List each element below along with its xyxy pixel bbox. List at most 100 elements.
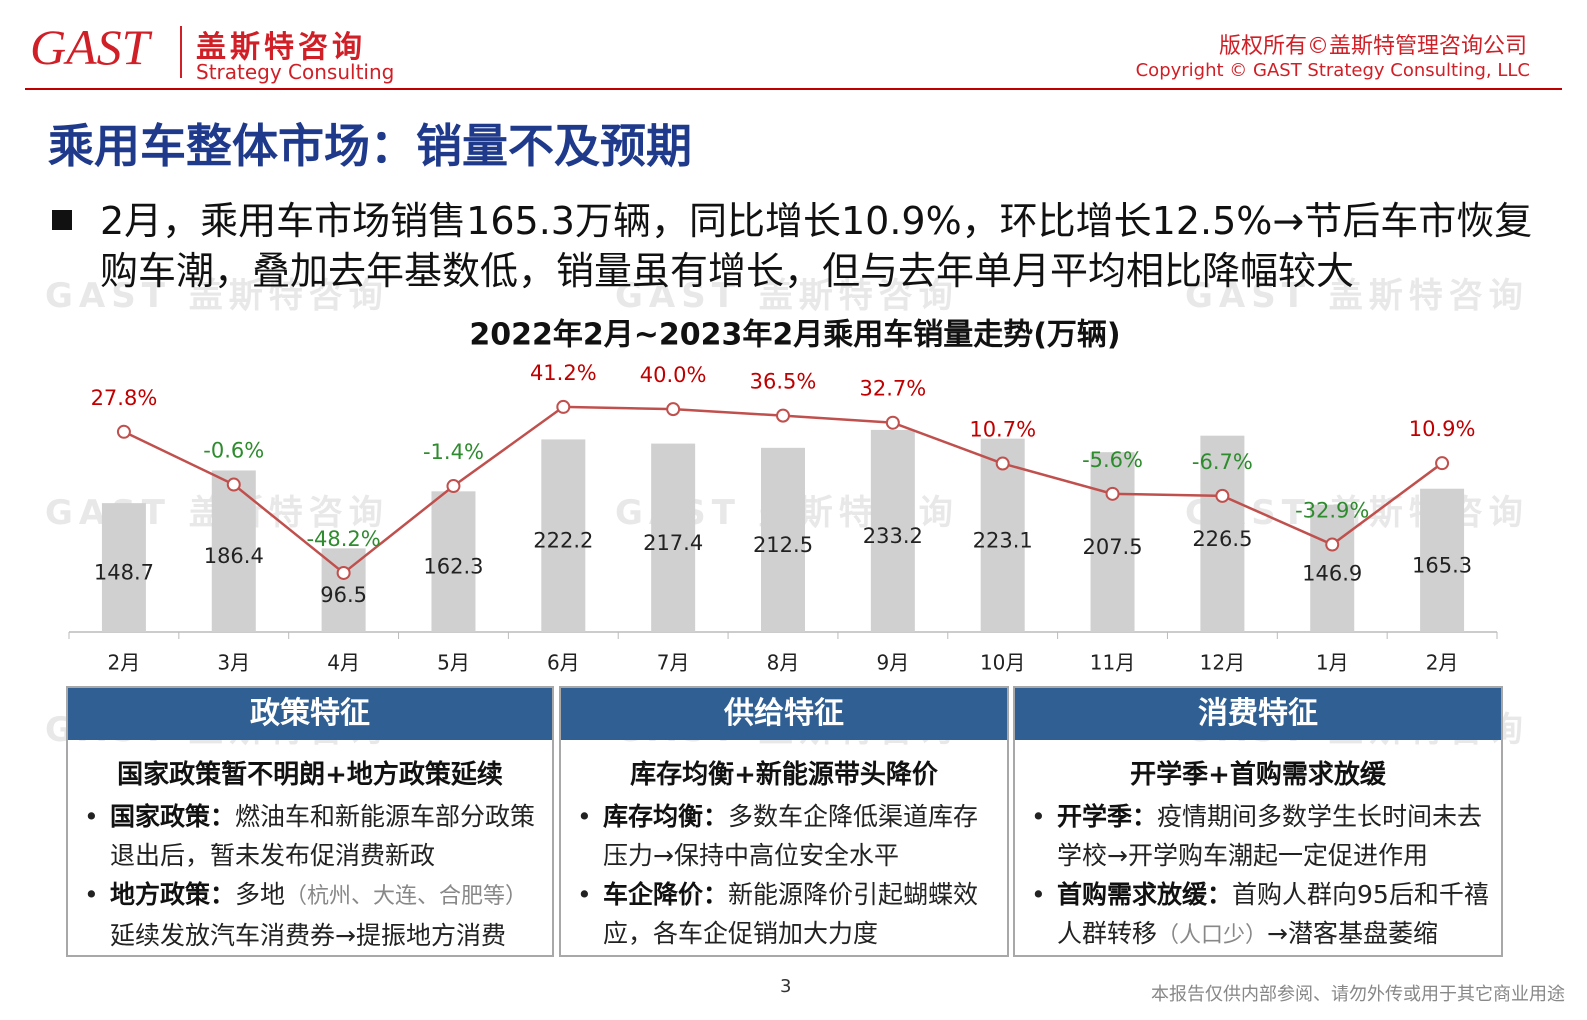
bar: [101, 503, 146, 632]
bar: [1310, 504, 1355, 632]
watermark: GAST 盖斯特咨询: [615, 276, 959, 316]
line-marker: [1435, 456, 1450, 471]
line-marker: [336, 565, 351, 580]
bar: [1090, 452, 1135, 632]
item-text: →潜客基盘萎缩: [1267, 919, 1438, 948]
line-value-label: -32.9%: [1295, 499, 1369, 523]
panel-title: 供给特征: [561, 688, 1007, 740]
line-value-label: -5.6%: [1082, 448, 1143, 472]
panel-subtitle: 库存均衡+新能源带头降价: [630, 760, 938, 790]
bar-value-label: 148.7: [94, 561, 154, 585]
line-marker: [885, 415, 900, 430]
item-text: 疫情期间多数学生长时间未去学校→开学购车潮起一定促进作用: [1057, 802, 1483, 870]
bar: [870, 429, 915, 632]
line-value-label: 10.9%: [1409, 417, 1476, 441]
panel-list: 开学季：疫情期间多数学生长时间未去学校→开学购车潮起一定促进作用 首购需求放缓：…: [1015, 797, 1501, 955]
item-label: 开学季：: [1057, 802, 1158, 831]
line-marker: [776, 408, 790, 423]
logo: GAST: [30, 19, 150, 75]
disclaimer: 本报告仅供内部参阅、请勿外传或用于其它商业用途: [1151, 984, 1565, 1005]
x-tick-label: 2月: [1426, 651, 1459, 675]
brand-cn: 盖斯特咨询: [196, 30, 366, 65]
panel-item: 首购需求放缓：首购人群向95后和千禧人群转移（人口少）→潜客基盘萎缩: [1031, 875, 1491, 955]
line-marker: [995, 456, 1010, 471]
line-value-label: -48.2%: [306, 527, 380, 551]
line-value-label: 41.2%: [530, 361, 597, 385]
panel: 供给特征 库存均衡+新能源带头降价 库存均衡：多数车企降低渠道库存压力→保持中高…: [559, 686, 1009, 957]
panel-list: 国家政策：燃油车和新能源车部分政策退出后，暂未发布促消费新政 地方政策：多地（杭…: [68, 797, 552, 955]
bullet-marker: [52, 210, 72, 230]
panel: 消费特征 开学季+首购需求放缓 开学季：疫情期间多数学生长时间未去学校→开学购车…: [1013, 686, 1503, 957]
line-marker: [116, 424, 131, 439]
item-text: 多数车企降低渠道库存压力→保持中高位安全水平: [603, 802, 979, 870]
item-note: （人口少）: [1157, 923, 1268, 948]
item-label: 国家政策：: [110, 802, 236, 831]
line-value-label: -6.7%: [1192, 450, 1253, 474]
item-text: 新能源降价引起蝴蝶效应，各车企促销加大力度: [603, 880, 979, 948]
panel-list: 库存均衡：多数车企降低渠道库存压力→保持中高位安全水平 车企降价：新能源降价引起…: [561, 797, 1007, 953]
panel-title: 政策特征: [68, 688, 552, 740]
line-marker: [1215, 488, 1230, 503]
bar-value-label: 96.5: [320, 583, 367, 607]
header-rule: [25, 88, 1562, 90]
separator: [180, 26, 182, 78]
watermark: GAST 盖斯特咨询: [45, 276, 389, 316]
line-value-label: -0.6%: [203, 439, 264, 463]
chart: 2022年2月~2023年2月乘用车销量走势(万辆) 2月 3月 4月 5月 6月 7月 8…: [68, 318, 1498, 675]
line-marker: [446, 479, 461, 494]
bar-value-label: 226.5: [1192, 527, 1252, 551]
bar: [761, 447, 805, 632]
x-tick-label: 8月: [767, 651, 800, 675]
panel-title: 消费特征: [1015, 688, 1501, 740]
line-marker: [556, 399, 571, 414]
bar-value-label: 165.3: [1412, 553, 1472, 577]
x-tick-label: 2月: [108, 651, 141, 675]
line-marker: [226, 477, 241, 492]
page-number: 3: [780, 976, 792, 997]
panel-item: 开学季：疫情期间多数学生长时间未去学校→开学购车潮起一定促进作用: [1031, 797, 1491, 875]
item-note: （杭州、大连、合肥等）: [285, 884, 528, 909]
panel-item: 地方政策：多地（杭州、大连、合肥等） 延续发放汽车消费券→提振地方消费: [84, 875, 542, 955]
item-label: 库存均衡：: [603, 802, 729, 831]
x-tick-label: 9月: [876, 651, 909, 675]
line-value-label: 10.7%: [969, 418, 1036, 442]
slide-title: 乘用车整体市场：销量不及预期: [48, 119, 692, 173]
bar: [431, 491, 476, 632]
item-text: 多地: [235, 880, 286, 909]
x-tick-label: 5月: [437, 651, 470, 675]
x-tick-label: 11月: [1090, 651, 1135, 675]
line-value-label: 32.7%: [859, 377, 926, 401]
bar: [1420, 488, 1465, 632]
panel: 政策特征 国家政策暂不明朗+地方政策延续 国家政策：燃油车和新能源车部分政策退出…: [66, 686, 554, 957]
copyright-en: Copyright © GAST Strategy Consulting, LL…: [1135, 60, 1530, 81]
x-tick-label: 1月: [1316, 651, 1349, 675]
watermark: GAST 盖斯特咨询: [1185, 276, 1529, 316]
copyright-cn: 版权所有©盖斯特管理咨询公司: [1218, 34, 1527, 59]
bar-value-label: 162.3: [423, 555, 483, 579]
bar: [541, 439, 586, 632]
line-marker: [1325, 537, 1340, 552]
line-value-label: -1.4%: [423, 440, 484, 464]
bar-value-label: 217.4: [643, 531, 703, 555]
bar-value-label: 146.9: [1302, 561, 1362, 585]
line-value-label: 27.8%: [91, 386, 158, 410]
item-label: 车企降价：: [603, 880, 729, 909]
x-tick-label: 7月: [657, 651, 690, 675]
x-tick-label: 12月: [1200, 651, 1245, 675]
bar-value-label: 207.5: [1082, 535, 1142, 559]
line-value-label: 40.0%: [640, 363, 707, 387]
bar: [1200, 435, 1245, 632]
panel-item: 国家政策：燃油车和新能源车部分政策退出后，暂未发布促消费新政: [84, 797, 542, 875]
panel-subtitle: 开学季+首购需求放缓: [1130, 760, 1386, 790]
brand-en: Strategy Consulting: [196, 60, 395, 84]
x-tick-label: 3月: [217, 651, 250, 675]
panel-item: 车企降价：新能源降价引起蝴蝶效应，各车企促销加大力度: [577, 875, 997, 953]
chart-title: 2022年2月~2023年2月乘用车销量走势(万辆): [469, 318, 1120, 353]
x-tick-label: 6月: [547, 651, 580, 675]
item-text: 燃油车和新能源车部分政策退出后，暂未发布促消费新政: [110, 802, 536, 870]
bar-value-label: 212.5: [753, 533, 813, 557]
item-text: 首购人群向95后和千禧人群转移: [1057, 880, 1489, 948]
x-tick-label: 4月: [327, 651, 360, 675]
line-value-label: 36.5%: [750, 370, 817, 394]
